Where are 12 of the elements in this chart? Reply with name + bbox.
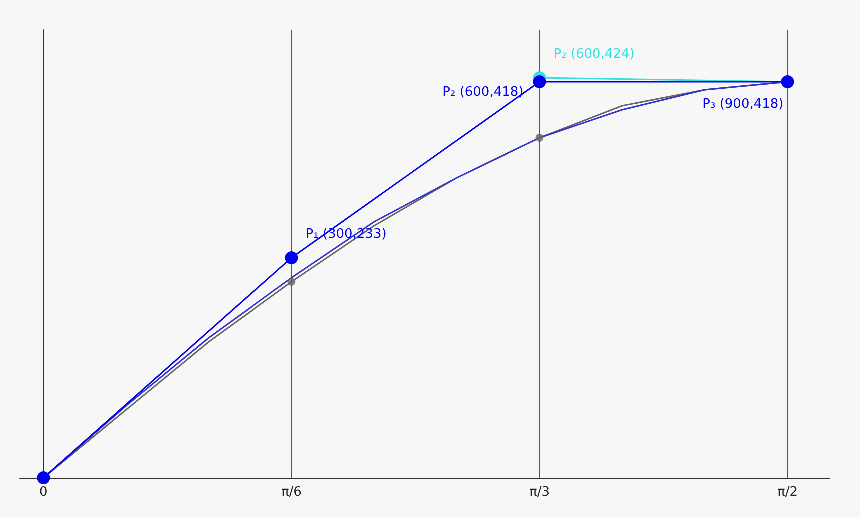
point <box>37 472 50 484</box>
point <box>536 134 544 142</box>
x-tick-label: π/2 <box>778 485 798 500</box>
annotation: P₃ (900,418) <box>702 97 784 112</box>
x-tick-label: 0 <box>40 485 48 500</box>
point <box>288 278 296 286</box>
point <box>285 252 298 264</box>
x-tick-label: π/3 <box>529 485 550 500</box>
annotation: P₂ (600,424) <box>554 47 635 62</box>
x-tick-label: π/6 <box>281 485 302 500</box>
point <box>533 76 546 88</box>
annotation: P₂ (600,418) <box>442 85 524 100</box>
